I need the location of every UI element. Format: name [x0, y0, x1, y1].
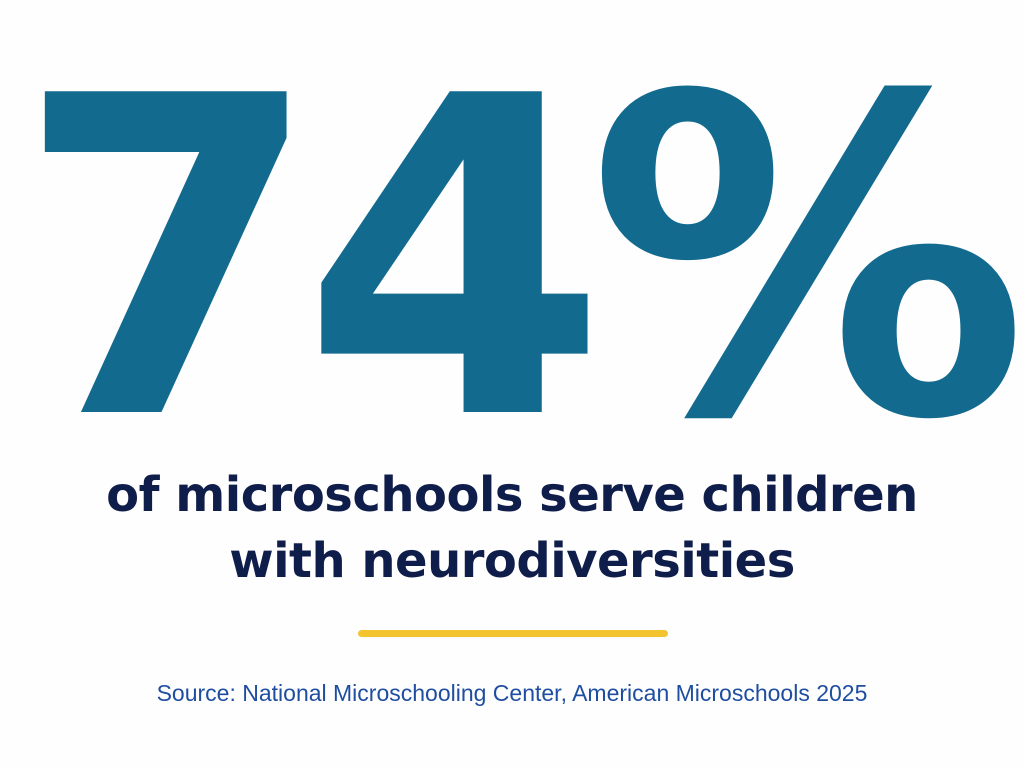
headline-line-1: of microschools serve children	[106, 467, 918, 523]
accent-divider	[358, 630, 668, 637]
headline-line-2: with neurodiversities	[229, 533, 795, 589]
big-stat-value: 74%	[15, 4, 1024, 516]
stat-headline: of microschools serve children with neur…	[0, 462, 1024, 594]
source-citation: Source: National Microschooling Center, …	[156, 680, 868, 706]
